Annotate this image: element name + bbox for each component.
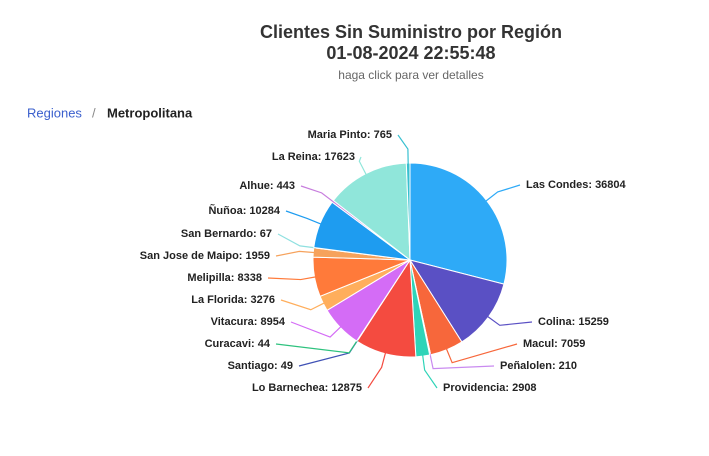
leader-line	[290, 321, 343, 338]
data-label: Alhue: 443	[239, 180, 295, 192]
chart-hint: haga click para ver detalles	[338, 68, 483, 82]
chart-subtitle: 01-08-2024 22:55:48	[326, 43, 495, 63]
leader-line	[397, 134, 409, 166]
data-label: Peñalolen: 210	[500, 360, 577, 372]
leader-line	[267, 276, 317, 281]
breadcrumb-separator: /	[92, 105, 96, 120]
leader-line	[421, 354, 438, 389]
data-label: La Florida: 3276	[191, 294, 275, 306]
leader-line	[277, 233, 316, 249]
chart-title: Clientes Sin Suministro por Región	[260, 22, 562, 42]
data-label: San Jose de Maipo: 1959	[140, 250, 270, 262]
leader-line	[275, 339, 359, 354]
data-label: Vitacura: 8954	[211, 316, 286, 328]
data-label: Las Condes: 36804	[526, 179, 627, 191]
leader-line	[484, 184, 521, 203]
leader-line	[486, 315, 533, 326]
leader-line	[275, 250, 316, 257]
leader-line	[280, 299, 326, 311]
leader-line	[300, 185, 335, 204]
leader-line	[445, 343, 518, 364]
data-label: Lo Barnechea: 12875	[252, 382, 362, 394]
breadcrumb-current: Metropolitana	[107, 105, 193, 120]
leader-line	[285, 210, 323, 225]
data-label: Colina: 15259	[538, 316, 609, 328]
data-label: La Reina: 17623	[272, 151, 355, 163]
data-label: Curacavi: 44	[205, 338, 271, 350]
leader-line	[358, 156, 368, 176]
data-label: San Bernardo: 67	[181, 228, 272, 240]
data-label: Providencia: 2908	[443, 382, 537, 394]
data-label: Melipilla: 8338	[187, 272, 262, 284]
breadcrumb-link[interactable]: Regiones	[27, 105, 82, 120]
data-label: Macul: 7059	[523, 338, 585, 350]
leader-line	[367, 351, 387, 389]
data-label: Maria Pinto: 765	[308, 129, 392, 141]
leader-line	[429, 352, 495, 370]
data-label: Santiago: 49	[228, 360, 293, 372]
data-label: Ñuñoa: 10284	[208, 204, 280, 217]
